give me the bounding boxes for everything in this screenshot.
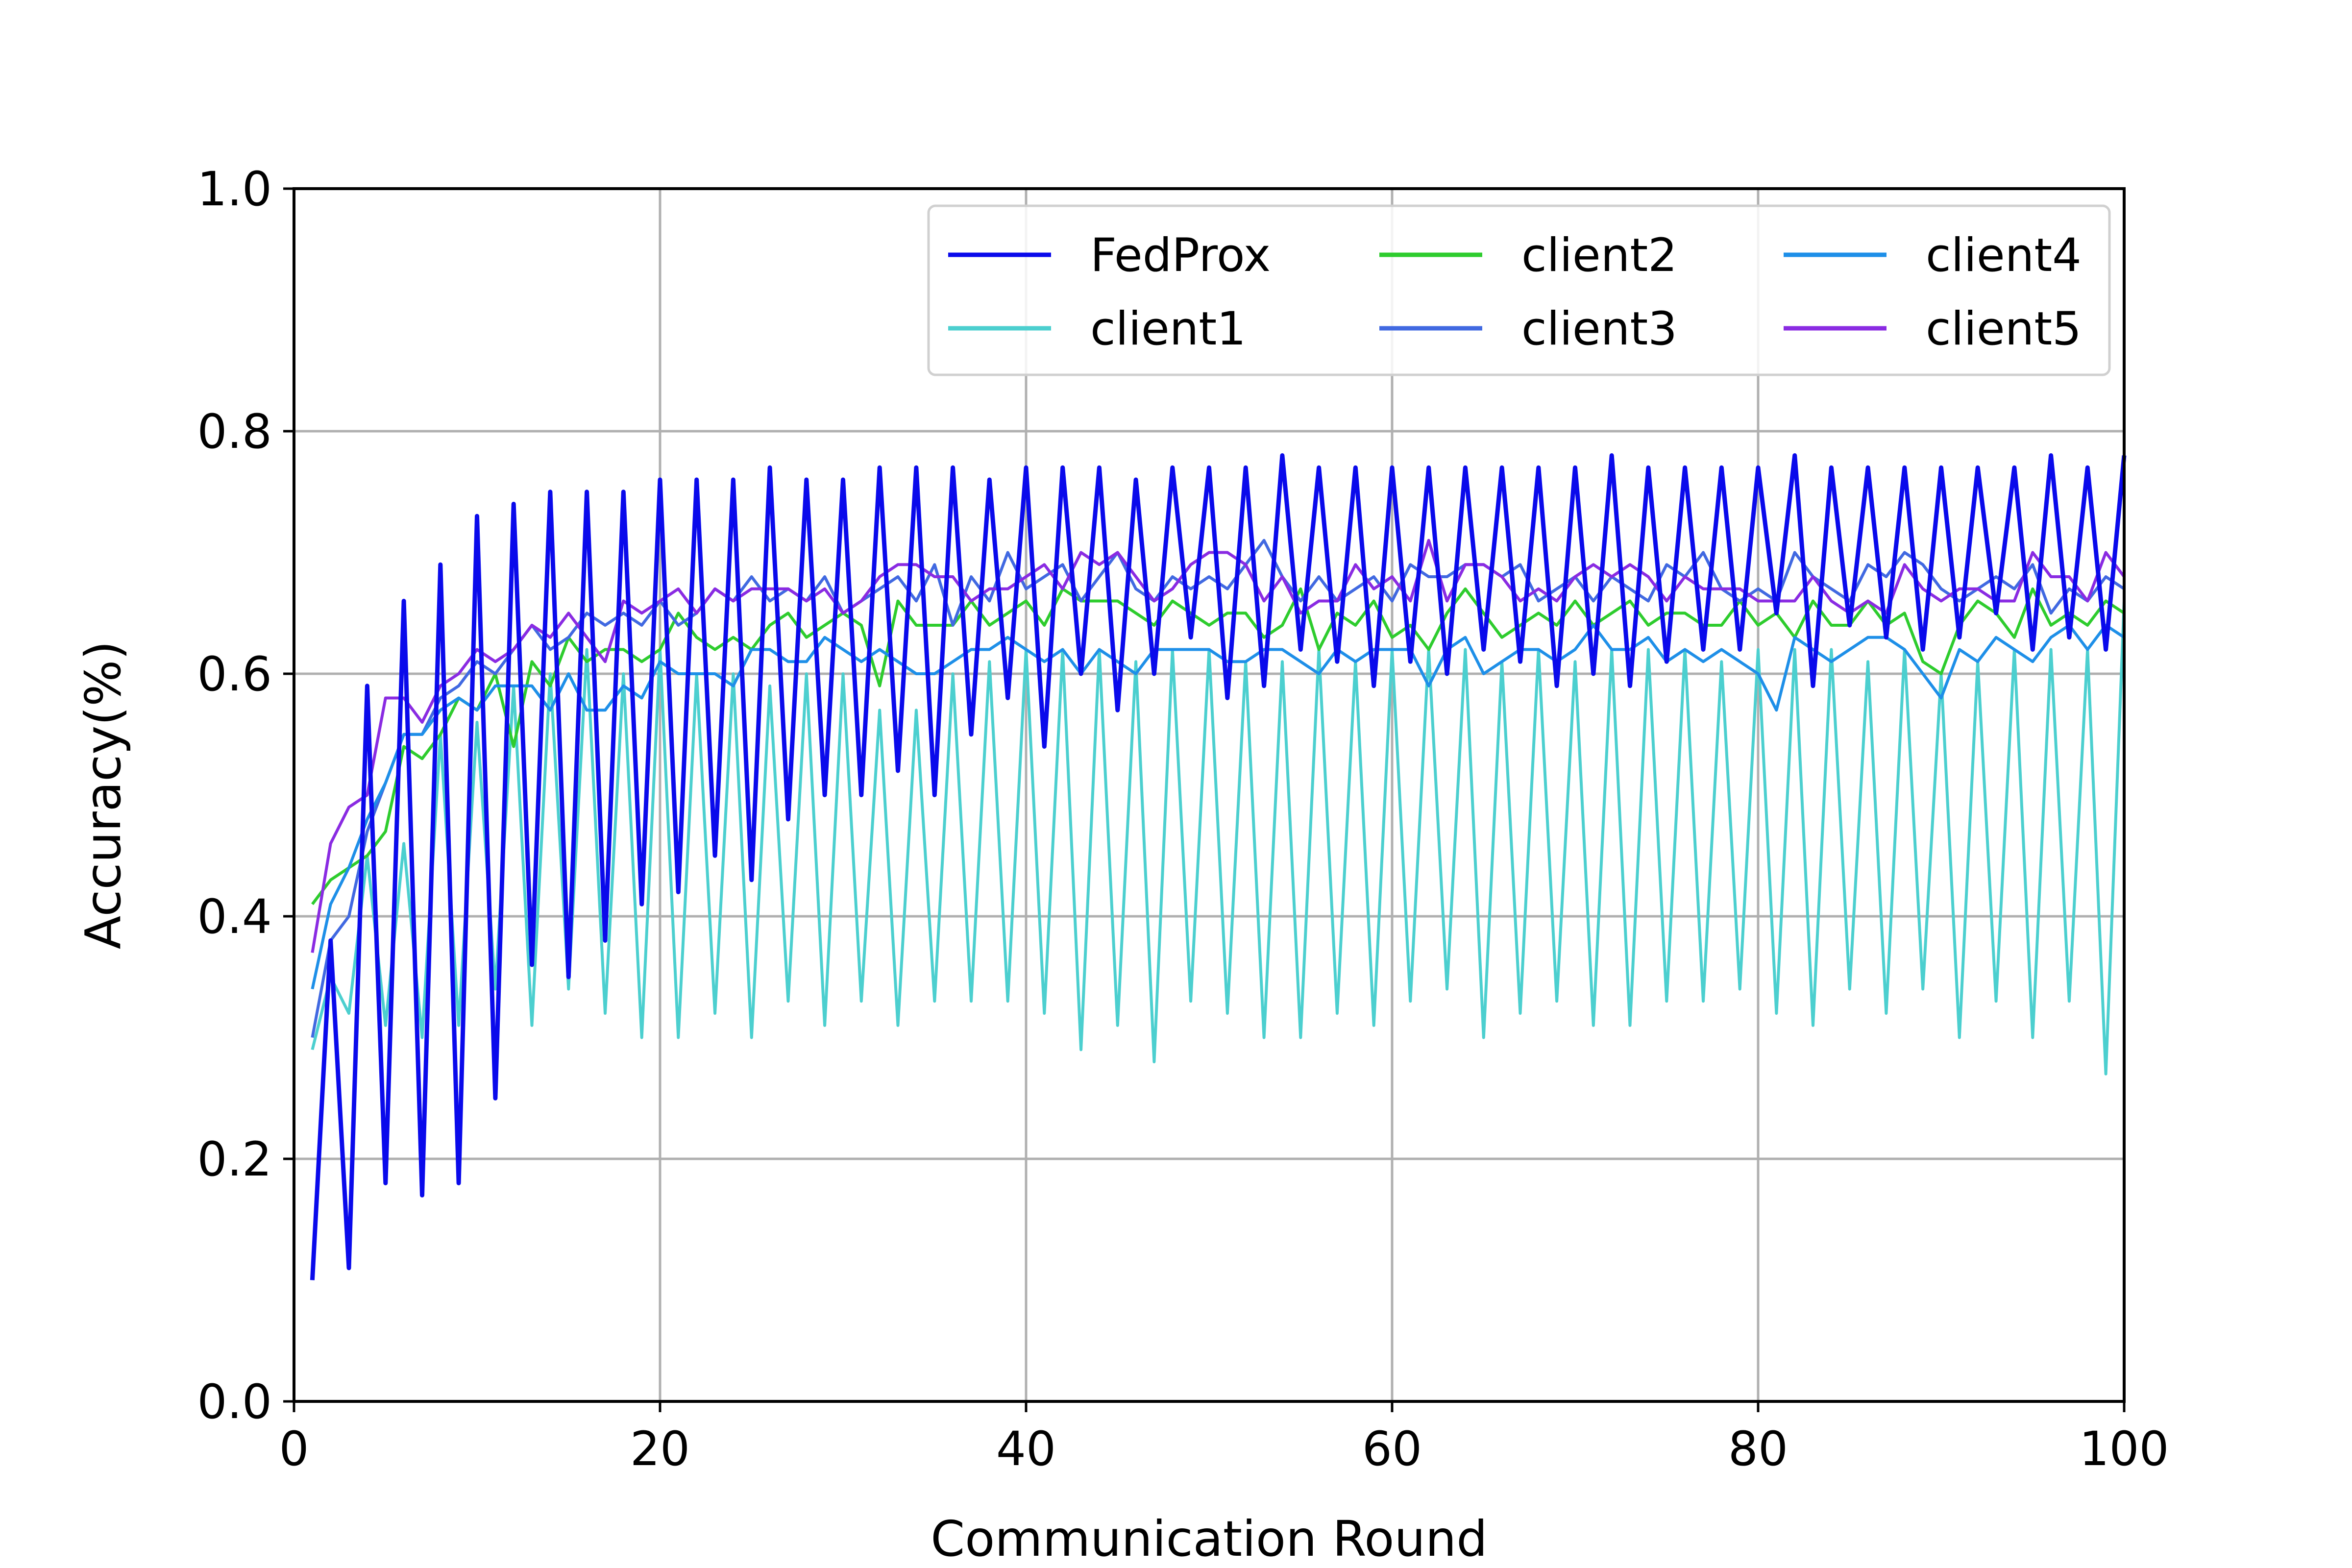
legend-item-client5: client5	[1784, 302, 2082, 356]
plot-frame	[293, 187, 2126, 1403]
legend-label: client2	[1521, 229, 1677, 282]
series-lines	[310, 453, 2127, 1280]
y-tick-label: 0.8	[197, 404, 272, 459]
axis-ticks: 0 20 40 60 80 100 0.0 0.2 0.4 0.6 0.8 1.0	[197, 162, 2169, 1476]
x-tick-label: 0	[279, 1421, 309, 1476]
y-tick-label: 0.4	[197, 889, 272, 944]
y-tick-label: 0.6	[197, 647, 272, 702]
legend-box	[927, 204, 2111, 376]
legend-item-client2: client2	[1379, 229, 1677, 282]
y-axis-title: Accuracy(%)	[74, 641, 132, 950]
legend-label: client3	[1521, 302, 1677, 356]
y-tick-label: 1.0	[197, 162, 272, 217]
x-axis-title: Communication Round	[931, 1510, 1487, 1568]
y-tick-label: 0.0	[197, 1374, 272, 1429]
x-tick-label: 60	[1362, 1421, 1422, 1476]
x-tick-label: 40	[996, 1421, 1056, 1476]
legend-label: client1	[1090, 302, 1246, 356]
y-tick-label: 0.2	[197, 1132, 272, 1187]
legend-item-client4: client4	[1784, 229, 2082, 282]
legend-item-client1: client1	[948, 302, 1246, 356]
series-line-client2	[311, 587, 2125, 906]
x-tick-label: 80	[1728, 1421, 1788, 1476]
x-tick-label: 100	[2079, 1421, 2169, 1476]
legend-label: client5	[1926, 302, 2082, 356]
legend: FedProx client2 client4 client1 client3 clien…	[927, 204, 2111, 376]
x-tick-label: 20	[630, 1421, 690, 1476]
legend-label: FedProx	[1090, 229, 1271, 282]
legend-item-fedprox: FedProx	[948, 229, 1271, 282]
series-line-client1	[311, 601, 2126, 1076]
legend-label: client4	[1926, 229, 2082, 282]
series-line-fedprox	[310, 453, 2127, 1280]
legend-item-client3: client3	[1379, 302, 1677, 356]
